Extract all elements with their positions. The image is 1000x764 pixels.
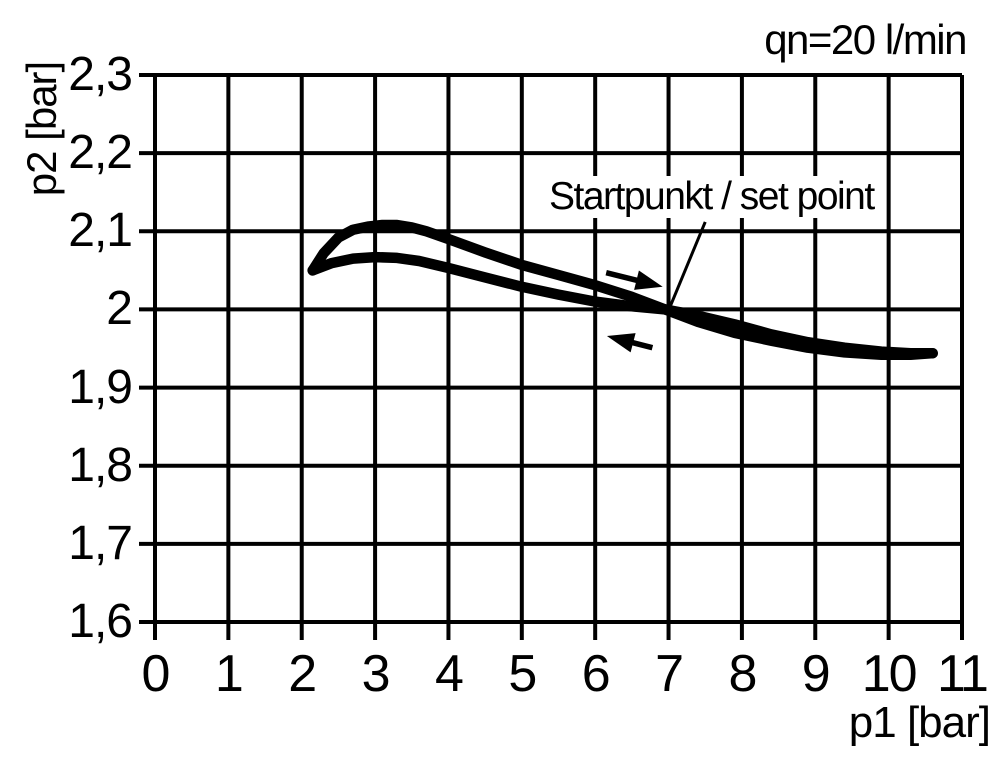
x-tick-label: 2 [288,645,317,703]
direction-arrow-left-head [606,333,636,353]
setpoint-annotation: Startpunkt / set point [545,175,878,219]
x-tick-label: 10 [861,645,918,703]
x-tick-label: 11 [937,645,989,703]
x-tick-label: 5 [508,645,537,703]
direction-arrow-right-head [634,270,663,290]
x-tick-label: 6 [581,645,611,703]
curve-return [307,251,938,359]
curve-forward [307,219,938,361]
x-tick-label: 1 [214,645,244,703]
x-axis-title: p1 [bar] [848,698,991,747]
y-tick-label: 2 [106,282,133,336]
y-tick-label: 1,7 [68,516,133,570]
y-tick-label: 1,8 [68,438,133,492]
x-tick-label: 9 [801,645,831,703]
x-tick-label: 3 [361,645,391,703]
x-tick-label: 0 [141,645,171,703]
annotation-leader-line [667,221,707,310]
y-tick-label: 2,3 [68,48,133,101]
x-tick-label: 7 [655,645,684,703]
y-tick-label: 2,2 [68,126,133,180]
flow-rate-label: qn=20 l/min [764,16,967,63]
y-tick-label: 2,1 [68,204,133,258]
y-tick-label: 1,6 [68,595,133,648]
x-tick-label: 4 [434,645,464,703]
x-tick-label: 8 [728,645,757,703]
y-tick-label: 1,9 [68,360,133,414]
